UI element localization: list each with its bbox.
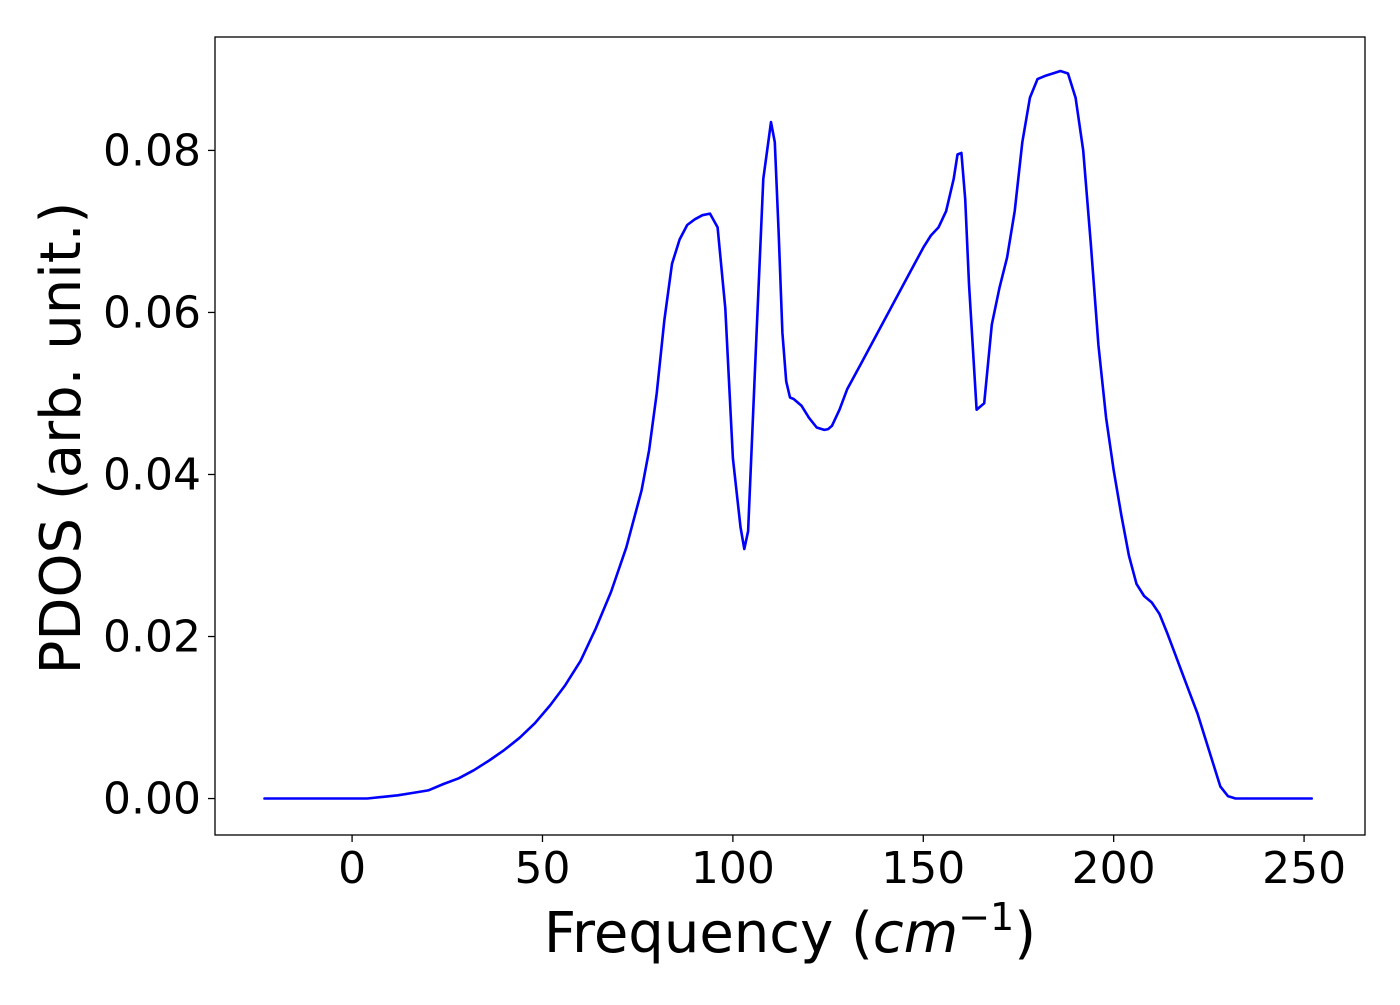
x-axis-label-text: Frequency ( bbox=[544, 901, 873, 966]
x-axis-label: Frequency (cm−1) bbox=[544, 895, 1036, 966]
y-tick-label: 0.00 bbox=[103, 774, 201, 825]
x-axis-label-unit: cm bbox=[873, 901, 958, 966]
x-tick-label: 200 bbox=[1072, 843, 1156, 894]
x-tick-label: 0 bbox=[338, 843, 366, 894]
x-tick-label: 250 bbox=[1262, 843, 1346, 894]
x-tick-label: 150 bbox=[881, 843, 965, 894]
x-tick-label: 100 bbox=[691, 843, 775, 894]
y-tick-label: 0.08 bbox=[103, 125, 201, 176]
x-axis-label-suffix: ) bbox=[1014, 901, 1036, 966]
y-axis: 0.00 0.02 0.04 0.06 0.08 bbox=[103, 125, 215, 825]
x-axis-label-exponent: −1 bbox=[958, 895, 1014, 939]
y-tick-label: 0.02 bbox=[103, 612, 201, 663]
y-axis-label: PDOS (arb. unit.) bbox=[29, 202, 94, 675]
y-tick-label: 0.04 bbox=[103, 449, 201, 500]
plot-frame bbox=[214, 36, 1366, 836]
x-axis: 0 50 100 150 200 250 bbox=[338, 835, 1346, 894]
plot-area bbox=[214, 36, 1366, 836]
x-tick-label: 50 bbox=[514, 843, 570, 894]
y-tick-label: 0.06 bbox=[103, 287, 201, 338]
pdos-series-line bbox=[263, 69, 1313, 800]
